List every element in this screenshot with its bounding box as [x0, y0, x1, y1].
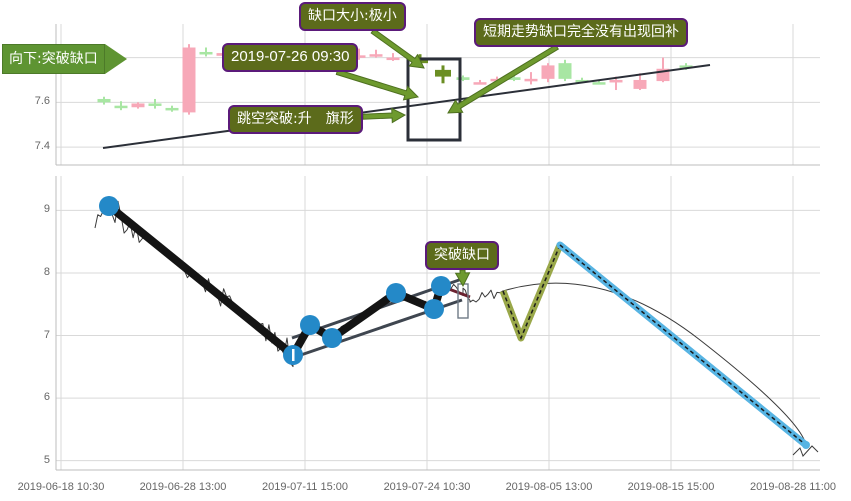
candle-body [575, 79, 589, 83]
trend-plot-area [56, 176, 820, 470]
callout-arrow-gap-size [370, 28, 425, 69]
candle-body [182, 47, 196, 113]
candle-body [114, 105, 128, 109]
candle-body [592, 82, 606, 85]
direction-banner: 向下:突破缺口 [2, 44, 127, 74]
candle-body [148, 103, 162, 106]
pivot-dot[interactable] [431, 276, 451, 296]
ytick-label-trend: 9 [43, 203, 50, 216]
candle-body [456, 77, 470, 80]
callout-no-gap-fill: 短期走势缺口完全没有出现回补 [474, 18, 688, 47]
candle-body [435, 69, 451, 77]
projection-arc [502, 282, 807, 446]
forecast-end-dot [802, 441, 810, 449]
pivot-dot[interactable] [99, 196, 119, 216]
candle-body [541, 65, 555, 79]
ytick-label-trend: 8 [43, 265, 50, 278]
xtick-label: 2019-07-11 15:00 [261, 481, 349, 493]
candle-body [165, 107, 179, 111]
direction-banner-label: 向下:突破缺口 [2, 44, 105, 74]
candle-body [609, 79, 623, 83]
candle-body [97, 98, 111, 103]
support-trendline [102, 64, 711, 149]
candle-body [352, 55, 366, 58]
candle-body [524, 78, 538, 82]
candle-body [558, 63, 572, 79]
callout-gap-size: 缺口大小:极小 [299, 2, 406, 31]
candle-body [386, 57, 400, 61]
xtick-label: 2019-08-28 11:00 [749, 481, 837, 493]
forecast-olive-leg-dash [502, 244, 561, 341]
pivot-dot[interactable] [300, 315, 320, 335]
ytick-label-trend: 5 [43, 453, 50, 466]
ytick-label-trend: 7 [43, 328, 50, 341]
xtick-label: 2019-06-18 10:30 [17, 481, 105, 493]
arrow-right-icon [104, 44, 127, 74]
xtick-label: 2019-08-15 15:00 [627, 481, 715, 493]
candle-body [473, 82, 487, 85]
xtick-label: 2019-08-05 13:00 [505, 481, 593, 493]
candle-body [633, 79, 647, 89]
pivot-dot[interactable] [386, 283, 406, 303]
candle-body [507, 77, 521, 80]
candle-body [679, 65, 693, 68]
xtick-label: 2019-07-24 10:30 [383, 481, 471, 493]
callout-gap-datetime: 2019-07-26 09:30 [222, 43, 359, 72]
candle-body [131, 103, 145, 108]
callout-arrow-breakout-gap [454, 269, 471, 288]
forecast-blue-leg-dash [559, 244, 807, 446]
callout-arrow-gap-datetime [335, 68, 420, 101]
pivot-flag-icon [292, 349, 295, 361]
candle-body [199, 51, 213, 55]
candlestick-plot-area [56, 24, 820, 165]
pivot-dot[interactable] [322, 328, 342, 348]
candle-body [369, 54, 383, 57]
xtick-label: 2019-06-28 13:00 [139, 481, 227, 493]
ytick-label-candlestick: 7.6 [34, 95, 50, 108]
tail-noise-line [792, 445, 819, 457]
callout-breakout-gap: 突破缺口 [425, 241, 499, 270]
callout-arrow-gap-breakout-flag [362, 107, 407, 124]
pivot-dot[interactable] [424, 299, 444, 319]
ytick-label-candlestick: 7.4 [34, 140, 50, 153]
callout-gap-breakout-flag: 跳空突破:升 旗形 [228, 105, 363, 134]
ytick-label-trend: 6 [43, 391, 50, 404]
